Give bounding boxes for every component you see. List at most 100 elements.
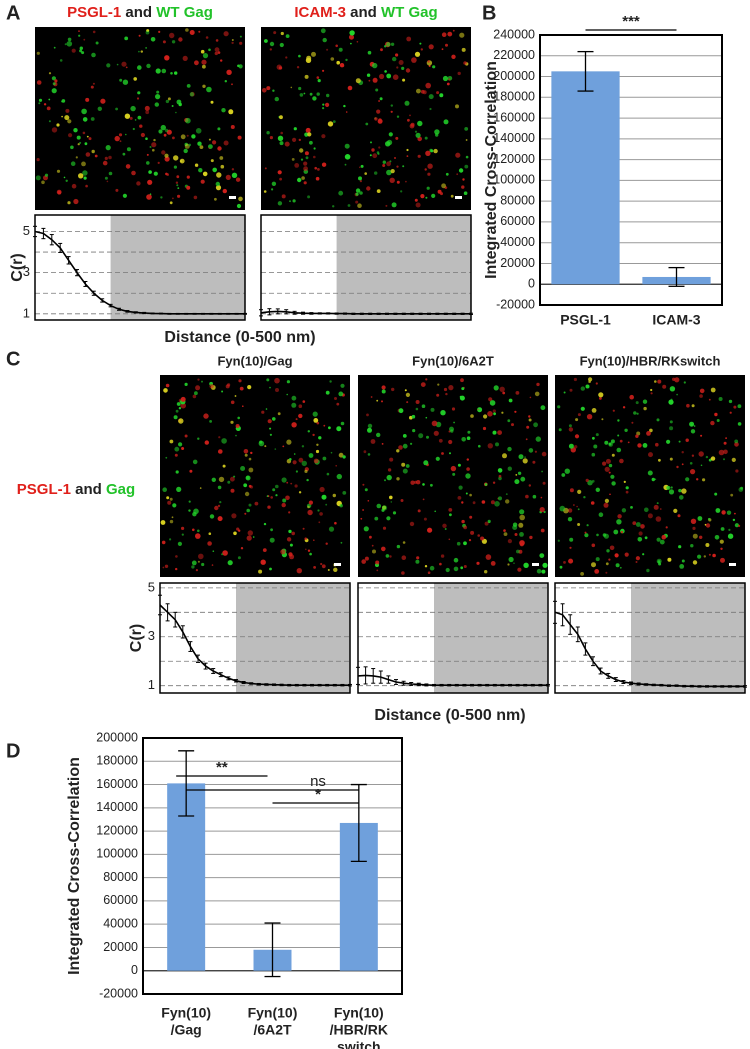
spot	[441, 183, 446, 189]
spot	[604, 440, 609, 445]
spot	[726, 510, 732, 515]
spot	[616, 447, 622, 453]
spot	[140, 132, 145, 138]
spot	[541, 451, 547, 457]
spot	[529, 535, 533, 540]
error-bar	[108, 303, 113, 308]
spot	[145, 110, 150, 115]
error-bar	[192, 312, 197, 315]
spot	[574, 434, 580, 439]
spot	[272, 488, 276, 492]
spot	[178, 442, 183, 447]
error-bar	[485, 683, 490, 687]
spot	[106, 63, 111, 68]
error-bar	[644, 683, 649, 686]
spot	[370, 396, 373, 398]
spot	[309, 92, 313, 96]
spot	[611, 481, 616, 486]
spot	[577, 413, 581, 417]
spot	[429, 565, 435, 571]
spot	[125, 133, 127, 136]
spot	[325, 503, 328, 506]
spot	[631, 421, 634, 424]
spot	[51, 88, 57, 94]
spot	[316, 76, 320, 79]
spot	[727, 533, 734, 539]
spot	[444, 528, 447, 530]
label-part: and	[75, 481, 102, 498]
spot	[363, 526, 369, 532]
spot	[450, 429, 454, 433]
spot	[296, 568, 302, 574]
title-part: ICAM-3	[294, 4, 346, 21]
spot	[340, 421, 345, 426]
spot	[401, 555, 407, 560]
spot	[282, 498, 287, 503]
error-bar	[287, 683, 292, 687]
spot	[615, 563, 620, 568]
spot	[708, 458, 712, 462]
spot	[65, 108, 70, 113]
spot	[201, 562, 205, 567]
spot	[440, 554, 445, 558]
spot	[573, 377, 578, 382]
spot	[477, 407, 483, 413]
spot	[193, 195, 198, 200]
error-bar	[49, 234, 54, 246]
spot	[674, 377, 680, 383]
spot	[389, 177, 395, 183]
spot	[456, 173, 459, 176]
spot	[297, 177, 302, 183]
spot	[656, 537, 661, 542]
spot	[233, 531, 237, 536]
error-bar	[256, 682, 261, 686]
spot	[202, 64, 206, 69]
spot	[574, 445, 578, 449]
spot	[313, 566, 316, 569]
spot	[461, 501, 464, 504]
spot	[269, 136, 273, 140]
spot	[312, 96, 317, 101]
spot	[714, 412, 718, 417]
spot	[157, 161, 160, 164]
spot	[414, 198, 418, 202]
spot	[666, 485, 671, 490]
spot	[648, 452, 653, 458]
significance-label: *	[315, 786, 321, 803]
spot	[507, 563, 510, 566]
spot	[164, 564, 169, 568]
y-tick-label: 140000	[493, 131, 535, 145]
spot	[338, 391, 344, 397]
spot	[534, 391, 540, 397]
spot	[325, 542, 328, 545]
spot	[693, 425, 696, 427]
spot	[591, 543, 596, 548]
error-bar	[424, 683, 429, 687]
spot	[68, 133, 73, 138]
spot	[396, 449, 400, 453]
error-bar	[577, 50, 594, 92]
spot	[277, 135, 284, 141]
spot	[189, 92, 195, 97]
spot	[635, 522, 641, 527]
x-tick-label: PSGL-1	[560, 312, 611, 328]
spot	[625, 490, 629, 494]
spot	[326, 93, 330, 98]
spot	[633, 411, 637, 415]
spot	[385, 204, 388, 207]
spot	[487, 443, 493, 449]
spot	[176, 486, 182, 492]
spot	[514, 479, 520, 485]
spot	[79, 141, 82, 144]
spot	[65, 179, 68, 182]
spot	[64, 115, 70, 121]
spot	[378, 100, 381, 102]
spot	[249, 485, 254, 489]
spot	[636, 431, 641, 436]
spot	[406, 155, 409, 158]
spot	[420, 48, 423, 51]
spot	[158, 30, 161, 33]
y-tick-label: 220000	[493, 48, 535, 62]
spot	[269, 433, 272, 436]
image-title: ICAM-3 and WT Gag	[294, 4, 437, 21]
